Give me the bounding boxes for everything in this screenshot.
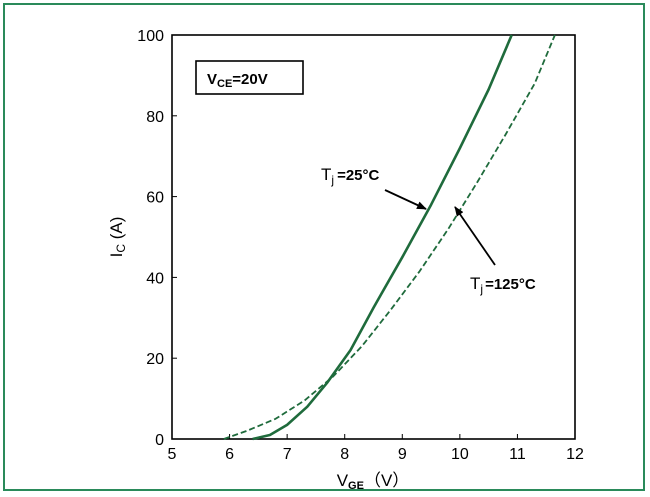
chart-frame bbox=[3, 3, 645, 491]
annotation-tj25: Tj =25°C bbox=[321, 165, 427, 210]
y-tick-label: 100 bbox=[137, 28, 164, 45]
x-tick-label: 8 bbox=[340, 446, 349, 463]
x-tick-label: 5 bbox=[168, 446, 177, 463]
plot-area bbox=[171, 34, 576, 440]
x-tick-label: 11 bbox=[509, 446, 526, 463]
x-tick-label: 12 bbox=[566, 446, 584, 463]
y-axis-ticks: 0 20 40 60 80 100 bbox=[137, 28, 177, 449]
annotation-tj125-label: Tj =125°C bbox=[470, 274, 536, 296]
annotation-tj25-arrow bbox=[384, 189, 427, 210]
y-tick-label: 80 bbox=[146, 109, 164, 126]
y-tick-label: 0 bbox=[155, 432, 164, 449]
y-tick-label: 60 bbox=[146, 190, 164, 207]
x-tick-label: 9 bbox=[398, 446, 407, 463]
x-tick-label: 6 bbox=[225, 446, 234, 463]
y-axis-label: IC (A) bbox=[107, 217, 128, 258]
condition-box: VCE=20V bbox=[195, 60, 304, 95]
y-tick-label: 40 bbox=[146, 270, 164, 287]
annotation-tj125: Tj =125°C bbox=[454, 206, 536, 296]
condition-label: VCE=20V bbox=[207, 71, 268, 90]
annotation-tj125-arrow bbox=[454, 206, 496, 266]
series-layer bbox=[223, 34, 556, 441]
annotation-tj25-label: Tj =25°C bbox=[321, 165, 380, 187]
x-tick-label: 7 bbox=[283, 446, 292, 463]
x-axis-ticks: 5 6 7 8 9 10 11 12 bbox=[168, 434, 584, 463]
y-tick-label: 20 bbox=[146, 351, 164, 368]
series-line-tj25 bbox=[252, 34, 513, 441]
x-tick-label: 10 bbox=[451, 446, 469, 463]
series-line-tj125 bbox=[223, 34, 556, 440]
x-axis-label: VGE（V） bbox=[337, 471, 410, 492]
